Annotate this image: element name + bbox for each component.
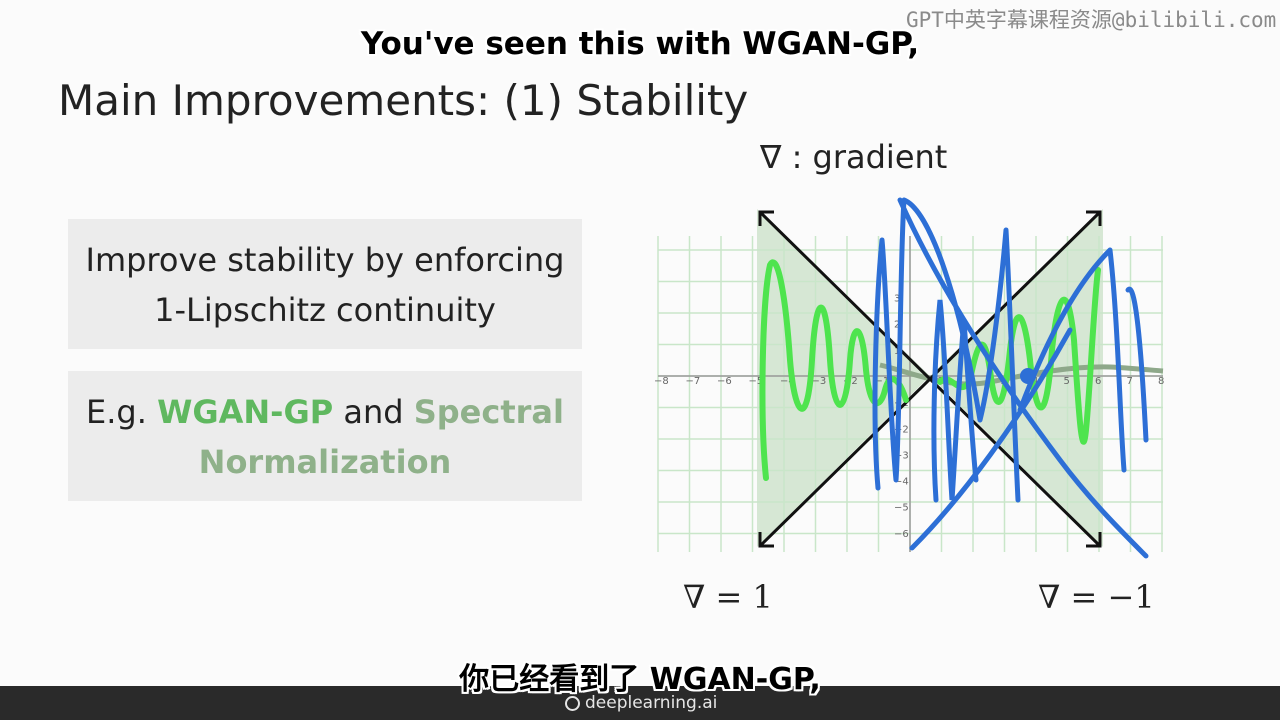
stability-line-1: Improve stability by enforcing [85, 241, 565, 279]
green-scribble-left [759, 259, 909, 481]
examples-line-1: E.g. WGAN-GP and Spectral [68, 393, 582, 431]
x-tick-label: −8 [654, 376, 669, 387]
y-tick-label: −6 [894, 529, 909, 540]
y-tick-label: −1 [894, 398, 909, 409]
y-tick-label: 3 [894, 294, 900, 305]
x-tick-label: −6 [717, 376, 732, 387]
slide-title: Main Improvements: (1) Stability [58, 76, 749, 125]
x-tick-label: −4 [780, 376, 795, 387]
gradient-equals-minus-one: ∇ = −1 [1038, 578, 1155, 616]
subtitle-chinese: 你已经看到了 WGAN-GP, [459, 662, 821, 697]
stability-line-2: 1-Lipschitz continuity [154, 291, 496, 329]
x-tick-label: 5 [1064, 376, 1070, 387]
y-tick-label: 1 [894, 346, 900, 357]
blue-scribble [872, 197, 1149, 559]
x-tick-label: −7 [686, 376, 701, 387]
footer-bar [0, 686, 1280, 720]
x-tick-label: 8 [1158, 376, 1164, 387]
slope-lines [758, 210, 1102, 548]
x-tick-label: −3 [812, 376, 827, 387]
lipschitz-graph: −8 −7 −6 −5 −4 −3 −2 −1 1 2 3 4 5 6 7 8 321−1−2−3−4−5−6 [654, 197, 1164, 559]
subtitle-english: You've seen this with WGAN-GP, [360, 26, 920, 62]
stability-box: Improve stability by enforcing 1-Lipschi… [68, 219, 582, 349]
x-tick-label: 6 [1095, 376, 1101, 387]
blue-scribble-2 [931, 299, 979, 503]
deeplearning-logo-icon [565, 696, 580, 711]
blue-dot [1020, 368, 1036, 384]
y-tick-label: −5 [894, 503, 909, 514]
examples-box: E.g. WGAN-GP and Spectral Normalization [68, 371, 582, 501]
y-tick-label: −3 [894, 450, 909, 461]
gradient-label: ∇ : gradient [760, 138, 948, 176]
x-tick-label: 7 [1127, 376, 1133, 387]
normalization-label: Normalization [198, 443, 452, 481]
green-scribble-right [937, 267, 1101, 445]
wgan-gp-label: WGAN-GP [157, 393, 334, 431]
spectral-label: Spectral [413, 393, 564, 431]
y-tick-labels: 3 2 1 −1 −2 −3 −4 −5 −6 [894, 294, 909, 540]
examples-line-2: Normalization [68, 443, 582, 481]
x-tick-label: −5 [749, 376, 764, 387]
y-tick-label: 2 [894, 320, 900, 331]
and-label: and [333, 393, 414, 431]
shade-left [757, 209, 930, 547]
watermark: GPT中英字幕课程资源@bilibili.com [906, 8, 1277, 32]
gradient-equals-one: ∇ = 1 [683, 578, 773, 616]
y-tick-label: −4 [894, 477, 909, 488]
x-tick-label: −1 [875, 376, 890, 387]
footer-brand: deeplearning.ai [565, 693, 717, 713]
eg-prefix: E.g. [86, 393, 158, 431]
y-tick-label: −2 [894, 424, 909, 435]
footer-brand-text: deeplearning.ai [585, 693, 718, 713]
